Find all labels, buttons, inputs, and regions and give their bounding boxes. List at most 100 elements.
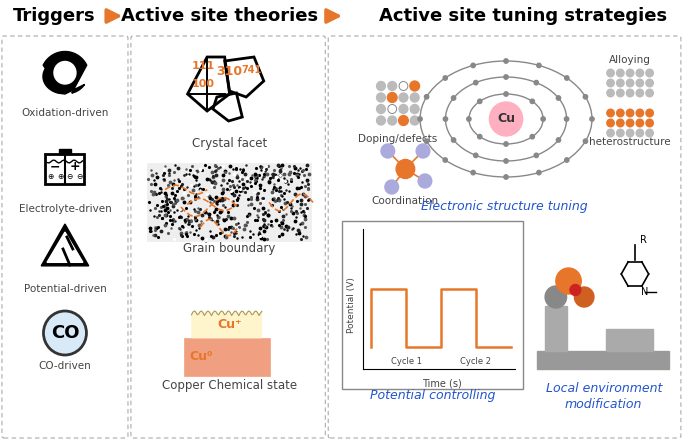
Text: Active site tuning strategies: Active site tuning strategies	[379, 7, 666, 25]
Text: 741: 741	[241, 65, 261, 75]
Bar	[59, 149, 71, 154]
Circle shape	[646, 129, 653, 137]
Circle shape	[377, 93, 386, 102]
Circle shape	[617, 119, 624, 127]
Text: Triggers: Triggers	[13, 7, 95, 25]
Circle shape	[377, 82, 386, 90]
Circle shape	[626, 79, 634, 87]
Circle shape	[607, 79, 615, 87]
Circle shape	[381, 144, 395, 158]
Circle shape	[385, 180, 398, 194]
Text: −: −	[50, 161, 60, 173]
Polygon shape	[43, 52, 87, 94]
Text: O: O	[56, 61, 66, 75]
Text: Cu: Cu	[497, 112, 515, 126]
Circle shape	[410, 81, 419, 91]
Circle shape	[607, 129, 615, 137]
Circle shape	[416, 144, 430, 158]
Circle shape	[504, 175, 508, 179]
FancyBboxPatch shape	[2, 36, 128, 438]
Circle shape	[396, 160, 414, 179]
Circle shape	[626, 69, 634, 77]
Circle shape	[646, 79, 653, 87]
Circle shape	[504, 92, 508, 96]
Polygon shape	[192, 311, 262, 338]
Text: Oxidation-driven: Oxidation-driven	[21, 108, 108, 118]
Circle shape	[537, 170, 541, 175]
Bar	[545, 306, 566, 351]
Circle shape	[477, 135, 482, 139]
Text: ⊖: ⊖	[76, 172, 83, 181]
Bar	[342, 221, 523, 389]
Circle shape	[565, 76, 569, 80]
Circle shape	[646, 119, 653, 127]
Text: CO-driven: CO-driven	[38, 361, 91, 371]
Text: Crystal facet: Crystal facet	[192, 138, 267, 150]
Circle shape	[564, 117, 568, 121]
FancyBboxPatch shape	[328, 36, 681, 438]
Circle shape	[556, 268, 581, 294]
Text: Cu⁰: Cu⁰	[190, 351, 213, 363]
Text: heterostructure: heterostructure	[589, 137, 671, 147]
Text: Cu⁺: Cu⁺	[218, 318, 242, 332]
Circle shape	[646, 69, 653, 77]
Circle shape	[626, 89, 634, 97]
Text: Electronic structure tuning: Electronic structure tuning	[421, 199, 587, 213]
Circle shape	[545, 286, 566, 308]
Circle shape	[556, 96, 561, 100]
Text: 100: 100	[192, 79, 215, 89]
Circle shape	[477, 99, 482, 104]
Circle shape	[398, 116, 408, 125]
Circle shape	[54, 61, 76, 84]
Bar	[146, 163, 311, 241]
Circle shape	[575, 287, 594, 307]
Circle shape	[504, 59, 508, 63]
Text: CO: CO	[50, 324, 79, 342]
Circle shape	[399, 93, 408, 102]
Circle shape	[646, 109, 653, 117]
Circle shape	[636, 109, 643, 117]
Circle shape	[418, 174, 432, 188]
Circle shape	[636, 119, 643, 127]
Circle shape	[471, 63, 475, 67]
Circle shape	[443, 76, 447, 80]
Circle shape	[530, 135, 534, 139]
Circle shape	[424, 139, 428, 143]
Circle shape	[467, 117, 471, 121]
Bar	[183, 338, 270, 376]
Text: Cycle 1: Cycle 1	[391, 356, 421, 366]
Text: Electrolyte-driven: Electrolyte-driven	[19, 204, 111, 214]
Text: Coordination: Coordination	[372, 196, 439, 206]
Text: Copper Chemical state: Copper Chemical state	[162, 378, 297, 392]
Text: Potential (V): Potential (V)	[347, 277, 356, 333]
Bar	[538, 351, 669, 369]
Circle shape	[534, 153, 538, 157]
Circle shape	[410, 105, 419, 113]
Text: Doping/defects: Doping/defects	[358, 134, 438, 144]
Circle shape	[636, 69, 643, 77]
Circle shape	[636, 79, 643, 87]
Circle shape	[418, 117, 422, 121]
Text: Local environment
modification: Local environment modification	[545, 381, 662, 411]
Circle shape	[410, 93, 419, 102]
Circle shape	[534, 80, 538, 85]
Circle shape	[646, 89, 653, 97]
Circle shape	[607, 69, 615, 77]
Circle shape	[626, 109, 634, 117]
Circle shape	[583, 95, 587, 99]
Text: N: N	[640, 287, 648, 297]
Polygon shape	[47, 232, 83, 262]
Circle shape	[583, 139, 587, 143]
Circle shape	[388, 82, 397, 90]
Circle shape	[399, 105, 408, 113]
Text: Potential-driven: Potential-driven	[24, 284, 106, 294]
Circle shape	[570, 284, 581, 295]
Circle shape	[474, 80, 478, 85]
Text: Active site theories: Active site theories	[121, 7, 318, 25]
Circle shape	[565, 158, 569, 162]
Circle shape	[388, 116, 397, 125]
Circle shape	[617, 89, 624, 97]
Circle shape	[541, 117, 545, 121]
Text: 111: 111	[192, 61, 215, 71]
Circle shape	[424, 95, 428, 99]
